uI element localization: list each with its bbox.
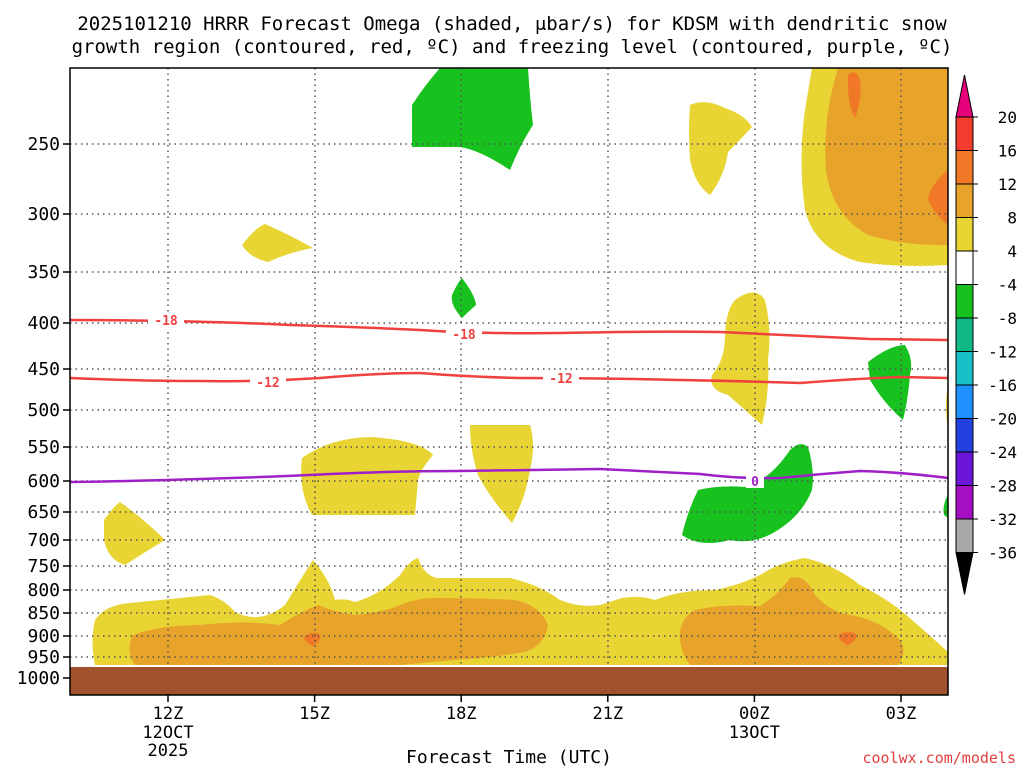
y-tick-label: 250 xyxy=(27,134,60,155)
y-tick-label: 300 xyxy=(27,204,60,225)
contour-label-minus12-a: -12 xyxy=(256,376,279,391)
y-tick-label: 800 xyxy=(27,580,60,601)
omega-region-yellow-upper-mid xyxy=(689,102,752,195)
chart-title-line-1: 2025101210 HRRR Forecast Omega (shaded, … xyxy=(77,13,947,35)
contour-freezing xyxy=(69,467,949,484)
contour-label-minus12-b: -12 xyxy=(549,372,572,387)
shaded-omega-field xyxy=(92,68,948,665)
y-tick-label: 750 xyxy=(27,556,60,577)
colorbar-label: -24 xyxy=(988,443,1017,462)
omega-region-green-top xyxy=(412,68,533,170)
x-axis-title: Forecast Time (UTC) xyxy=(406,747,612,768)
omega-region-upper-right-red xyxy=(847,72,861,118)
colorbar-top-triangle xyxy=(955,74,974,118)
colorbar: 20 16 12 8 4 -4 -8 -12 -16 -20 -24 -28 -32 -36 xyxy=(955,74,1017,595)
x-tick-label: 00Z xyxy=(739,704,770,724)
x-tick-sublabel: 12OCT xyxy=(142,723,193,743)
colorbar-box xyxy=(955,284,974,319)
y-tick-label: 400 xyxy=(27,313,60,334)
x-tick-label: 03Z xyxy=(886,704,917,724)
colorbar-box xyxy=(955,384,974,419)
colorbar-label: -32 xyxy=(988,510,1017,529)
colorbar-bottom-triangle xyxy=(955,552,974,595)
contour-minus18 xyxy=(69,318,949,342)
grid-horizontal xyxy=(70,143,948,658)
contour-label-freezing: 0 xyxy=(751,475,759,490)
colorbar-label: 8 xyxy=(1007,209,1017,228)
omega-region-yellow-small xyxy=(242,224,313,262)
chart-title-line-2: growth region (contoured, red, ºC) and f… xyxy=(72,36,953,58)
contour-minus12 xyxy=(69,371,949,385)
omega-region-upper-right-red-2 xyxy=(928,170,948,225)
x-tick-sublabel: 2025 xyxy=(148,741,189,761)
colorbar-label: -4 xyxy=(998,276,1017,295)
y-tick-label: 350 xyxy=(27,262,60,283)
colorbar-box xyxy=(955,485,974,520)
grid-vertical xyxy=(167,68,902,695)
contour-labels: -18 -18 -12 -12 0 xyxy=(148,312,764,490)
colorbar-label: 20 xyxy=(998,108,1017,127)
y-tick-label: 1000 xyxy=(17,668,60,689)
colorbar-box xyxy=(955,451,974,486)
contour-label-minus18-a: -18 xyxy=(154,314,178,329)
y-tick-label: 600 xyxy=(27,471,60,492)
omega-region-orange-low-band xyxy=(129,597,548,665)
colorbar-label: -28 xyxy=(988,477,1017,496)
omega-region-red-spot-15z xyxy=(304,632,321,646)
y-axis: 2503003504004505005506006507007508008509… xyxy=(17,134,70,689)
x-tick-label: 15Z xyxy=(299,704,330,724)
x-tick-label: 12Z xyxy=(153,704,184,724)
y-tick-label: 850 xyxy=(27,603,60,624)
contour-label-minus18-b: -18 xyxy=(452,328,476,343)
colorbar-box xyxy=(955,351,974,386)
y-tick-label: 950 xyxy=(27,647,60,668)
colorbar-box xyxy=(955,150,974,185)
omega-region-green-right xyxy=(868,345,912,420)
colorbar-box xyxy=(955,518,974,553)
y-tick-label: 500 xyxy=(27,400,60,421)
x-tick-label: 18Z xyxy=(446,704,477,724)
colorbar-label: -36 xyxy=(988,544,1017,563)
omega-region-yellow-00z xyxy=(711,292,770,425)
credit-label: coolwx.com/models xyxy=(862,749,1016,767)
colorbar-box xyxy=(955,250,974,285)
colorbar-box xyxy=(955,217,974,252)
colorbar-box xyxy=(955,418,974,453)
colorbar-label: -20 xyxy=(988,410,1017,429)
x-tick-sublabel: 13OCT xyxy=(729,723,780,743)
omega-region-yellow-left xyxy=(104,502,165,565)
y-tick-label: 700 xyxy=(27,530,60,551)
colorbar-label: 4 xyxy=(1007,242,1017,261)
colorbar-label: -16 xyxy=(988,376,1017,395)
colorbar-label: 16 xyxy=(998,142,1017,161)
colorbar-label: -12 xyxy=(988,343,1017,362)
omega-region-green-small xyxy=(451,278,476,318)
colorbar-box xyxy=(955,116,974,151)
colorbar-box xyxy=(955,183,974,218)
omega-region-green-00z xyxy=(682,444,813,544)
colorbar-label: 12 xyxy=(998,175,1017,194)
y-tick-label: 450 xyxy=(27,359,60,380)
omega-region-yellow-mid-15z xyxy=(301,437,433,515)
y-tick-label: 550 xyxy=(27,437,60,458)
omega-region-yellow-18z xyxy=(470,425,533,523)
colorbar-box xyxy=(955,317,974,352)
y-tick-label: 650 xyxy=(27,502,60,523)
colorbar-label: -8 xyxy=(998,309,1017,328)
plot-frame xyxy=(69,67,949,696)
x-tick-label: 21Z xyxy=(592,704,623,724)
ground-surface xyxy=(70,667,948,695)
y-tick-label: 900 xyxy=(27,626,60,647)
omega-region-red-spot-02z xyxy=(838,631,857,645)
